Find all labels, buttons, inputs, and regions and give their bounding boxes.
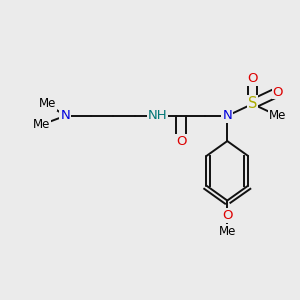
Text: NH: NH	[148, 109, 167, 122]
Text: Me: Me	[219, 225, 236, 238]
Text: N: N	[60, 109, 70, 122]
Text: Me: Me	[39, 98, 56, 110]
Text: O: O	[273, 85, 283, 98]
Text: O: O	[176, 135, 187, 148]
Text: Me: Me	[269, 109, 286, 122]
Text: Me: Me	[33, 118, 50, 131]
Text: O: O	[247, 72, 258, 85]
Text: O: O	[222, 209, 232, 222]
Text: N: N	[222, 109, 232, 122]
Text: S: S	[248, 96, 257, 111]
